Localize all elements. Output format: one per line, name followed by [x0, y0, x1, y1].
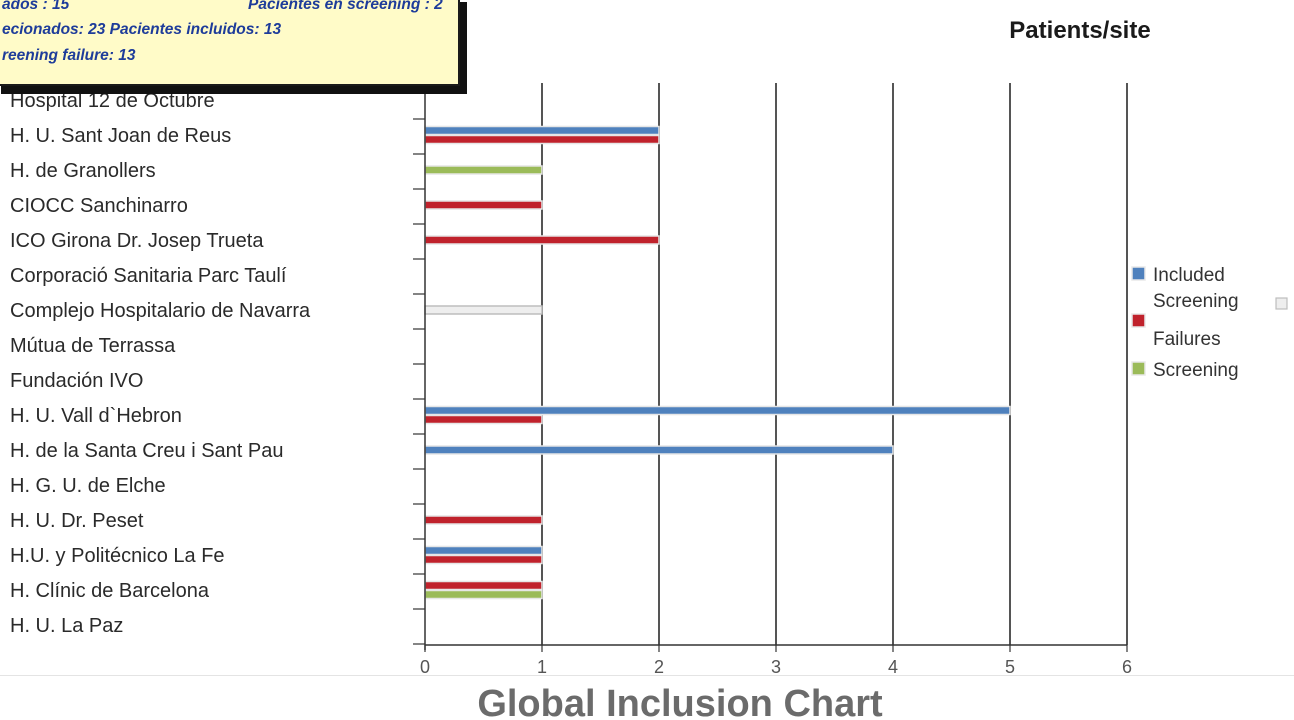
bar: [424, 445, 894, 455]
category-label: H. U. Vall d`Hebron: [10, 405, 182, 427]
summary-screening-failure-count: reening failure: 13: [2, 47, 136, 64]
x-tick-label: 1: [537, 657, 547, 677]
category-label: CIOCC Sanchinarro: [10, 195, 188, 217]
bar: [424, 125, 660, 136]
x-tick-label: 2: [654, 657, 664, 677]
category-label: H. de Granollers: [10, 160, 156, 182]
legend-label: Failures: [1153, 329, 1221, 350]
x-tick-label: 0: [420, 657, 430, 677]
bar: [424, 515, 543, 525]
x-tick-label: 5: [1005, 657, 1015, 677]
summary-screening-count: Pacientes en screening : 2: [248, 0, 443, 13]
category-label: Corporació Sanitaria Parc Taulí: [10, 265, 287, 287]
x-tick-label: 6: [1122, 657, 1132, 677]
bar: [424, 235, 660, 245]
legend-label: Included: [1153, 265, 1225, 286]
summary-selected-count: ados : 15: [2, 0, 70, 13]
bar: [424, 200, 543, 210]
summary-box: ados : 15 Pacientes en screening : 2 eci…: [0, 0, 460, 86]
category-label: H.U. y Politécnico La Fe: [10, 545, 225, 567]
category-label: Complejo Hospitalario de Navarra: [10, 300, 311, 322]
category-label: Hospital 12 de Octubre: [10, 90, 215, 112]
category-label: Fundación IVO: [10, 370, 143, 392]
axes: [413, 83, 1128, 652]
legend-label: Screening: [1153, 291, 1239, 312]
bars: [424, 125, 1011, 600]
bar: [424, 134, 660, 145]
category-label: H. G. U. de Elche: [10, 475, 166, 497]
bar: [424, 414, 543, 425]
category-label: H. de la Santa Creu i Sant Pau: [10, 440, 284, 462]
category-label: Mútua de Terrassa: [10, 335, 176, 357]
category-label: H. U. Sant Joan de Reus: [10, 125, 231, 147]
legend-label: Screening: [1153, 360, 1239, 381]
footer-title: Global Inclusion Chart: [477, 683, 883, 720]
legend[interactable]: Included Screening Failures Screening: [1131, 265, 1288, 381]
x-tick-labels: 0 1 2 3 4 5 6: [420, 657, 1132, 677]
summary-included-count: ecionados: 23 Pacientes incluidos: 13: [2, 21, 282, 38]
grid-lines: [541, 83, 1128, 645]
legend-swatch: [1275, 297, 1288, 310]
chart-title: Patients/site: [1009, 17, 1150, 44]
bar: [424, 545, 543, 556]
category-labels: Hospital 12 de Octubre H. U. Sant Joan de…: [10, 90, 311, 637]
bar: [424, 405, 1011, 416]
bar: [424, 165, 543, 175]
x-tick-label: 4: [888, 657, 898, 677]
category-label: ICO Girona Dr. Josep Trueta: [10, 230, 264, 252]
bar: [424, 305, 543, 315]
bar: [424, 589, 543, 600]
footer-divider: [0, 675, 1294, 676]
category-label: H. Clínic de Barcelona: [10, 580, 210, 602]
legend-swatch: [1131, 313, 1146, 328]
legend-swatch: [1131, 266, 1146, 281]
category-label: H. U. Dr. Peset: [10, 510, 144, 532]
bar: [424, 580, 543, 591]
legend-swatch: [1131, 361, 1146, 376]
x-tick-label: 3: [771, 657, 781, 677]
bar: [424, 554, 543, 565]
category-label: H. U. La Paz: [10, 615, 123, 637]
